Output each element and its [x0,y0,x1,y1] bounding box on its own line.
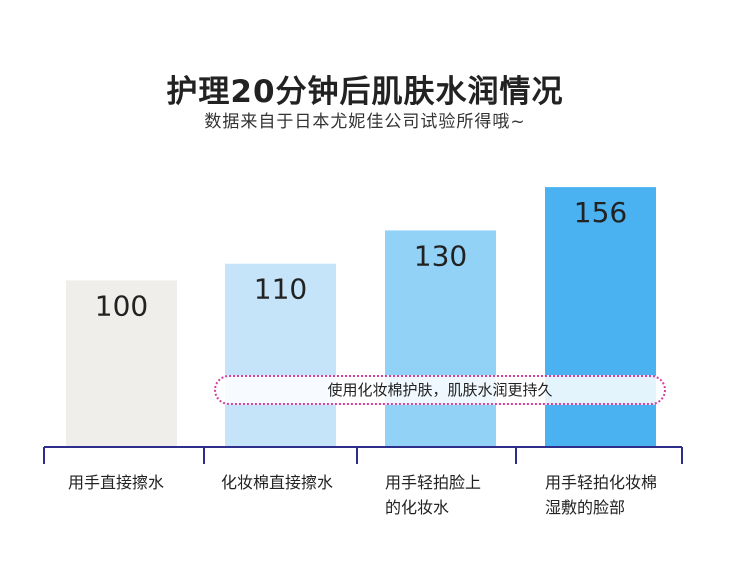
bar-1 [66,280,177,447]
category-label-line: 用手直接擦水 [68,473,165,492]
category-label-3: 用手轻拍脸上 的化妆水 [385,470,481,520]
chart-subtitle: 数据来自于日本尤妮佳公司试验所得哦~ [204,112,526,132]
annotation-callout: 使用化妆棉护肤，肌肤水润更持久 [214,375,666,405]
chart-title: 护理20分钟后肌肤水润情况 [166,74,564,110]
bar-2 [225,263,336,447]
category-label-2: 化妆棉直接擦水 [221,470,333,495]
category-label-line: 湿敷的脸部 [545,498,626,517]
data-label-4: 156 [574,196,627,229]
category-label-line: 的化妆水 [385,498,450,517]
bar-3 [385,230,496,447]
category-label-4: 用手轻拍化妆棉 湿敷的脸部 [545,470,657,520]
data-label-1: 100 [95,289,148,322]
data-label-3: 130 [414,239,467,272]
category-label-line: 化妆棉直接擦水 [221,473,334,492]
category-label-line: 用手轻拍化妆棉 [545,473,658,492]
data-label-2: 110 [254,273,307,306]
category-label-line: 用手轻拍脸上 [385,473,482,492]
category-label-1: 用手直接擦水 [68,470,164,495]
